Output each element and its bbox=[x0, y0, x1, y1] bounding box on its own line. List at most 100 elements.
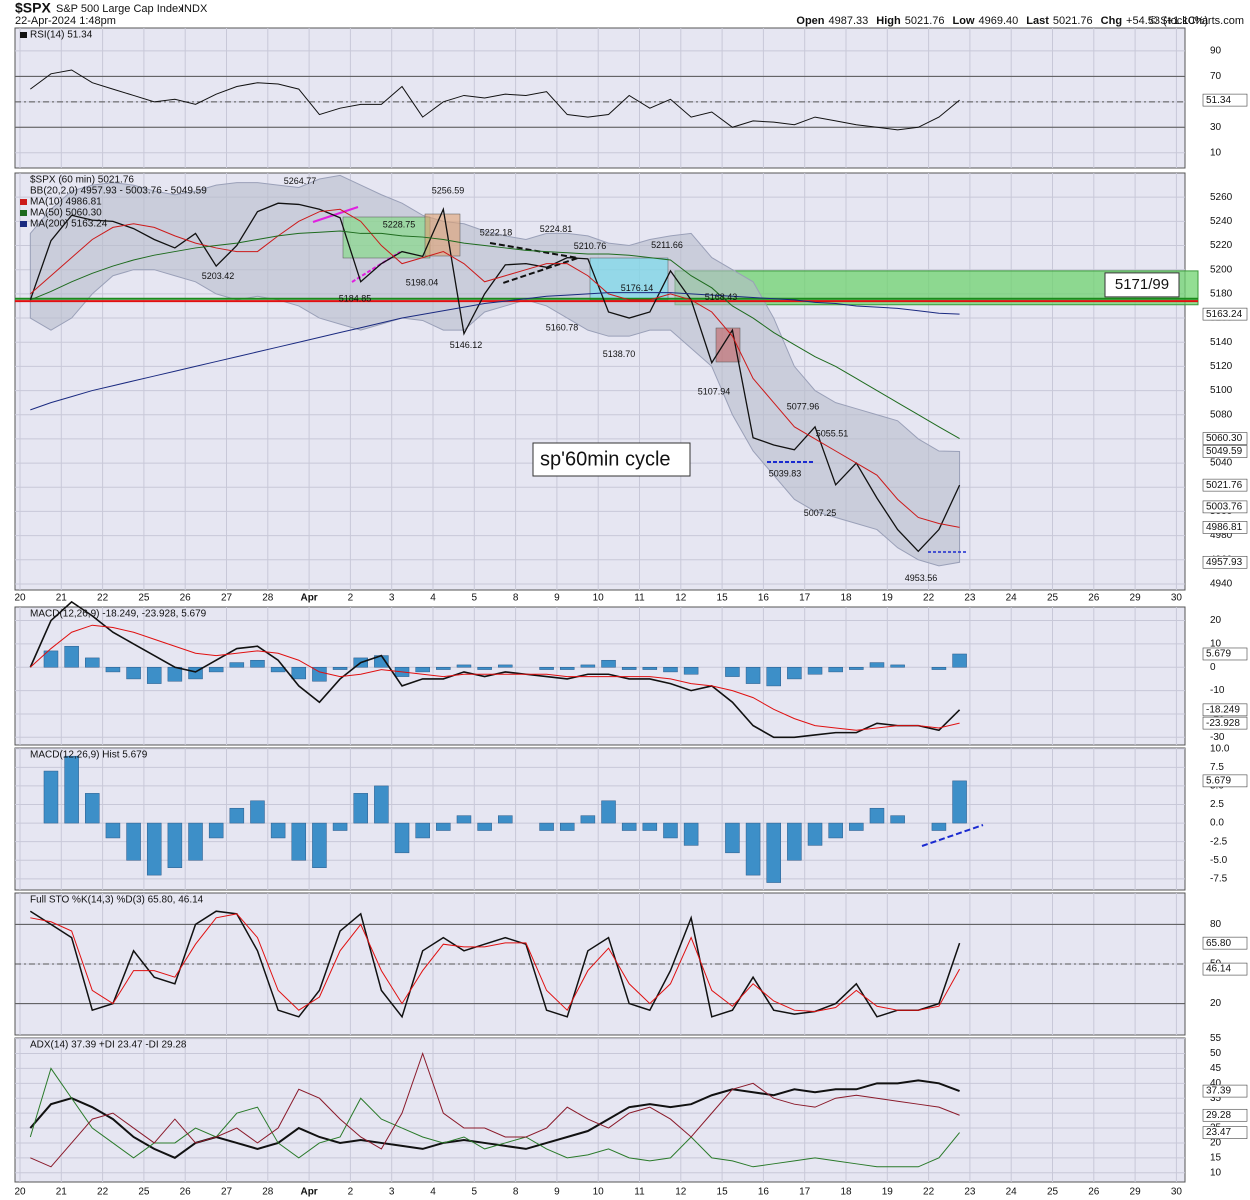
panel-title: ADX(14) 37.39 +DI 23.47 -DI 29.28 bbox=[30, 1040, 187, 1051]
x-tick-label: 22 bbox=[923, 593, 935, 604]
price-annotation: 5198.04 bbox=[406, 277, 439, 287]
x-tick-label: 19 bbox=[882, 1187, 894, 1198]
x-tick-label: 3 bbox=[389, 1187, 395, 1198]
legend-swatch bbox=[20, 221, 27, 227]
histogram-bar bbox=[807, 666, 823, 675]
x-tick-label: 10 bbox=[593, 1187, 605, 1198]
histogram-bar bbox=[126, 666, 141, 680]
histogram-bar bbox=[64, 645, 79, 668]
y-tick-label: 10 bbox=[1210, 639, 1222, 650]
last-value-box bbox=[1202, 555, 1248, 569]
y-tick-label: 70 bbox=[1210, 71, 1222, 82]
y-tick-label: 80 bbox=[1210, 919, 1222, 930]
x-tick-label: 15 bbox=[717, 593, 729, 604]
x-tick-label: 5 bbox=[472, 1187, 478, 1198]
last-value-box bbox=[1202, 1084, 1248, 1098]
histogram-bar bbox=[312, 666, 327, 682]
last-value-box bbox=[1202, 1108, 1248, 1122]
x-tick-label: 8 bbox=[513, 1187, 519, 1198]
histogram-bar bbox=[766, 666, 781, 687]
y-tick-label: -10 bbox=[1210, 685, 1225, 696]
histogram-bar bbox=[146, 666, 162, 684]
histogram-bar bbox=[663, 666, 678, 673]
histogram-bar bbox=[539, 666, 554, 670]
trend-line bbox=[351, 251, 401, 283]
histogram-bar bbox=[580, 815, 596, 824]
price-annotation: 5256.59 bbox=[432, 186, 465, 196]
quote-label: Open bbox=[796, 15, 824, 27]
x-tick-label: 5 bbox=[472, 593, 478, 604]
x-tick-label: Apr bbox=[300, 1187, 317, 1198]
legend-entry: MA(200) 5163.24 bbox=[30, 219, 108, 230]
histogram-bar bbox=[208, 666, 224, 673]
histogram-bar bbox=[415, 666, 430, 673]
last-value-label: 23.47 bbox=[1206, 1127, 1231, 1138]
histogram-bar bbox=[725, 666, 740, 677]
last-value-box bbox=[1202, 500, 1248, 514]
last-value-box bbox=[1202, 93, 1248, 107]
histogram-bar bbox=[250, 659, 265, 668]
last-value-box bbox=[1202, 521, 1248, 534]
x-tick-label: 23 bbox=[964, 593, 976, 604]
histogram-bar bbox=[146, 822, 162, 876]
histogram-bar bbox=[270, 666, 286, 673]
last-value-box bbox=[1202, 1126, 1248, 1139]
last-value-label: 5163.24 bbox=[1206, 309, 1243, 320]
y-tick-label: 10 bbox=[1210, 147, 1222, 158]
last-value-box bbox=[1202, 774, 1248, 788]
y-tick-label: -7.5 bbox=[1210, 873, 1228, 884]
y-tick-label: 35 bbox=[1210, 1093, 1222, 1104]
series-line bbox=[29, 910, 961, 1019]
histogram-bar bbox=[890, 664, 905, 668]
x-tick-label: 16 bbox=[758, 593, 770, 604]
x-tick-label: 21 bbox=[56, 593, 68, 604]
x-tick-label: 24 bbox=[1006, 1187, 1018, 1198]
histogram-bar bbox=[869, 807, 885, 824]
histogram-bar bbox=[931, 822, 947, 831]
panel-background bbox=[14, 1037, 1186, 1183]
y-tick-label: 5140 bbox=[1210, 337, 1233, 348]
quote: Open 4987.33 High 5021.76 Low 4969.40 Last 5021… bbox=[796, 15, 1208, 27]
x-tick-label: 11 bbox=[634, 593, 645, 604]
last-value-label: 5.679 bbox=[1206, 649, 1231, 660]
histogram-bar bbox=[229, 662, 245, 668]
x-tick-label: 30 bbox=[1171, 593, 1183, 604]
x-tick-label: 25 bbox=[1047, 1187, 1059, 1198]
y-tick-label: 20 bbox=[1210, 615, 1222, 626]
histogram-bar bbox=[250, 800, 265, 824]
price-annotation: 5160.78 bbox=[546, 322, 579, 332]
price-annotation: 5210.76 bbox=[574, 241, 607, 251]
trend-line bbox=[312, 206, 359, 223]
histogram-bar bbox=[601, 659, 616, 668]
series-line bbox=[29, 624, 960, 731]
quote-label: Chg bbox=[1101, 15, 1122, 27]
last-value-box bbox=[1202, 307, 1248, 321]
quote-value: 5021.76 bbox=[1053, 15, 1093, 27]
quote-value: 4987.33 bbox=[829, 15, 869, 27]
y-tick-label: 55 bbox=[1210, 1033, 1222, 1044]
histogram-bar bbox=[353, 793, 368, 824]
histogram-bar bbox=[498, 664, 513, 668]
histogram-bar bbox=[456, 664, 472, 668]
series-line bbox=[30, 69, 960, 131]
panel-title: MACD(12,26,9) Hist 5.679 bbox=[30, 750, 148, 761]
quote-line: Open 4987.33 High 5021.76 Low 4969.40 Last 5021… bbox=[796, 15, 1208, 27]
last-value-label: 5049.59 bbox=[1206, 446, 1243, 457]
y-tick-label: 5100 bbox=[1210, 385, 1233, 396]
x-tick-label: 23 bbox=[964, 1187, 976, 1198]
x-tick-label: 26 bbox=[180, 593, 192, 604]
x-tick-label: 10 bbox=[593, 593, 605, 604]
x-tick-label: 17 bbox=[799, 1187, 811, 1198]
y-tick-label: 4940 bbox=[1210, 579, 1233, 590]
x-tick-label: 29 bbox=[1130, 1187, 1142, 1198]
histogram-bar bbox=[291, 666, 307, 680]
x-tick-label: 4 bbox=[430, 593, 436, 604]
histogram-bar bbox=[85, 657, 100, 668]
histogram-bar bbox=[601, 800, 616, 824]
series-line bbox=[30, 292, 960, 411]
x-tick-label: 20 bbox=[14, 1187, 26, 1198]
histogram-bar bbox=[807, 822, 823, 846]
note-box bbox=[532, 442, 691, 477]
x-tick-label: 22 bbox=[97, 593, 109, 604]
x-tick-label: 9 bbox=[554, 593, 560, 604]
